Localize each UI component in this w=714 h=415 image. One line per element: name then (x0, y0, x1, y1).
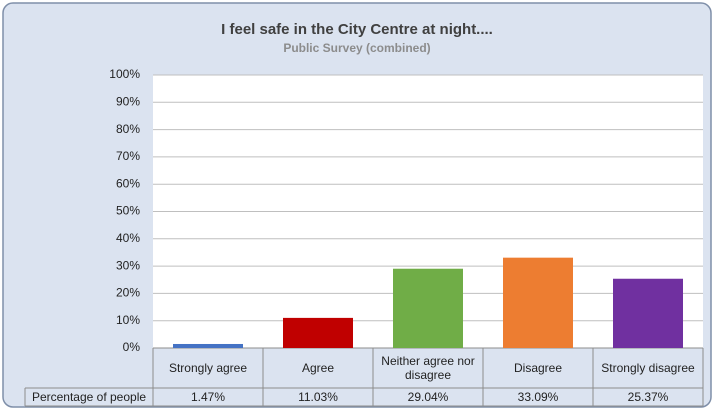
y-tick-label: 50% (116, 204, 140, 218)
x-tick-label: Strongly agree (168, 361, 248, 375)
bar (283, 317, 353, 348)
y-tick-label: 70% (116, 149, 140, 163)
y-tick-label: 80% (116, 122, 140, 136)
data-label: 25.37% (627, 390, 669, 404)
x-tick-label-cell: Strongly disagree (601, 361, 695, 375)
x-tick-label: Disagree (513, 361, 563, 375)
y-tick-label: 90% (116, 94, 140, 108)
x-tick-label: Agree (301, 361, 335, 375)
data-label-cell: 25.37% (627, 390, 669, 404)
legend-entry-cell: Percentage of people (31, 390, 147, 404)
y-tick-label: 100% (109, 67, 140, 81)
bar (393, 268, 463, 348)
y-tick-label: 0% (123, 340, 141, 354)
data-label-cell: 1.47% (190, 390, 226, 404)
x-tick-label-cell: Disagree (513, 361, 563, 375)
data-label-cell: 33.09% (517, 390, 559, 404)
y-tick-label: 60% (116, 176, 140, 190)
y-tick-label: 40% (116, 231, 140, 245)
chart-title: I feel safe in the City Centre at night.… (221, 21, 493, 38)
y-tick-label: 10% (116, 313, 140, 327)
y-tick-label: 30% (116, 258, 140, 272)
legend-entry: Percentage of people (31, 390, 147, 404)
y-tick-label: 20% (116, 286, 140, 300)
chart-subtitle: Public Survey (combined) (283, 41, 430, 55)
data-label: 29.04% (407, 390, 449, 404)
x-tick-label: Neither agree nor disagree (381, 354, 475, 382)
data-label-cell: 11.03% (298, 390, 338, 404)
data-label: 33.09% (517, 390, 559, 404)
x-tick-label-cell: Strongly agree (168, 361, 248, 375)
bar (173, 343, 243, 348)
x-tick-label: Strongly disagree (601, 361, 695, 375)
data-label-cell: 29.04% (407, 390, 449, 404)
x-tick-label-cell: Agree (301, 361, 335, 375)
bar (613, 278, 683, 348)
x-tick-label-cell: Neither agree nor disagree (381, 354, 475, 382)
data-label: 11.03% (298, 390, 338, 404)
bar (503, 257, 573, 348)
data-label: 1.47% (190, 390, 226, 404)
